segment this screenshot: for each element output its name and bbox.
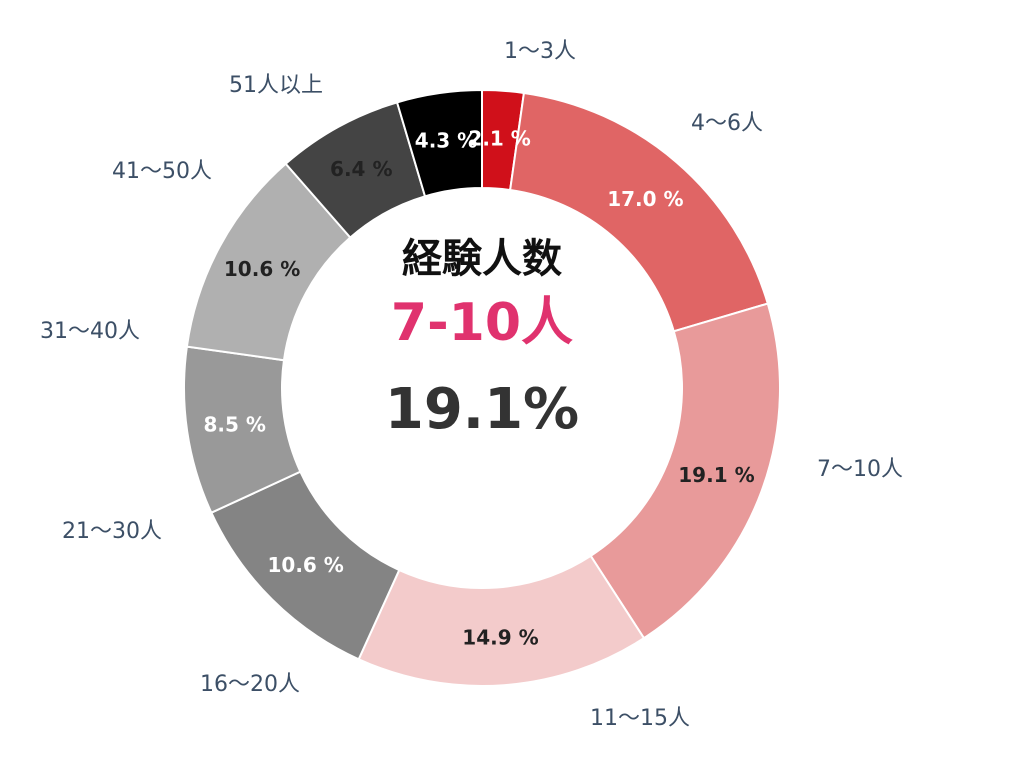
category-label-7: 31〜40人 [40, 319, 140, 344]
donut-segment-4 [357, 554, 646, 687]
category-label-4: 11〜15人 [590, 706, 690, 731]
value-label-7: 10.6 % [224, 257, 300, 281]
value-labels: 2.1 % 17.0 % 19.1 % 14.9 % 10.6 % 8.5 % 10.6 %… [203, 127, 754, 650]
donut-segments [183, 88, 781, 687]
category-label-6: 21〜30人 [62, 519, 162, 544]
value-label-2: 17.0 % [607, 187, 683, 211]
category-label-8: 41〜50人 [112, 159, 212, 184]
center-category: 7-10人 [391, 293, 573, 353]
value-label-5: 10.6 % [267, 553, 343, 577]
donut-segment-3 [589, 302, 781, 640]
category-labels: 1〜3人 4〜6人 7〜10人 11〜15人 16〜20人 21〜30人 31〜40人 41〜… [40, 39, 903, 731]
value-label-3: 19.1 % [678, 463, 754, 487]
category-label-3: 7〜10人 [817, 457, 903, 482]
center-value: 19.1% [385, 377, 579, 442]
value-label-8: 6.4 % [330, 157, 392, 181]
value-label-1: 2.1 % [468, 127, 530, 151]
value-label-4: 14.9 % [462, 625, 538, 649]
value-label-6: 8.5 % [203, 412, 265, 436]
center-title: 経験人数 [402, 236, 562, 282]
donut-segment-9 [395, 88, 483, 198]
value-label-9: 4.3 % [415, 129, 477, 153]
category-label-2: 4〜6人 [691, 111, 763, 136]
category-label-9: 51人以上 [229, 73, 323, 98]
category-label-1: 1〜3人 [504, 39, 576, 64]
category-label-5: 16〜20人 [200, 672, 300, 697]
